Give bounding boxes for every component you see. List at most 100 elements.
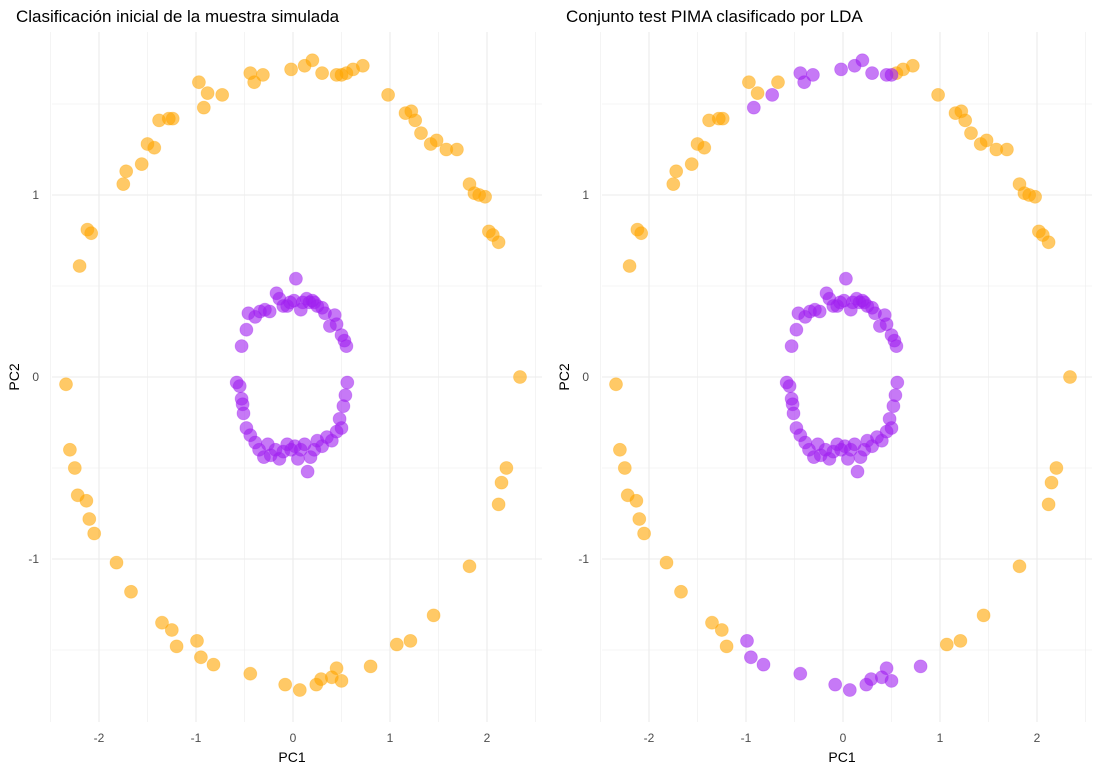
scatter-point (513, 370, 527, 384)
scatter-point (134, 157, 149, 172)
scatter-point (744, 650, 758, 665)
scatter-point (234, 339, 249, 354)
scatter-point (247, 75, 262, 90)
scatter-point (1041, 235, 1056, 250)
scatter-point (239, 322, 254, 337)
scatter-point (684, 157, 699, 172)
x-tick-label: 2 (1034, 731, 1041, 745)
scatter-point (697, 140, 712, 155)
scatter-point (1028, 189, 1042, 204)
y-tick-label: 1 (32, 188, 39, 202)
scatter-point (879, 661, 894, 676)
scatter-point (613, 442, 627, 457)
scatter-point (765, 88, 780, 102)
scatter-point (659, 555, 674, 570)
x-tick-label: 2 (484, 731, 491, 745)
scatter-point (622, 259, 637, 273)
scatter-point (634, 226, 649, 241)
scatter-point (339, 339, 354, 354)
scatter-point (124, 584, 138, 599)
scatter-point (155, 615, 169, 630)
scatter-point (119, 164, 134, 179)
scatter-point (193, 650, 208, 665)
scatter-point (797, 75, 812, 90)
ticks-right: -2 -1 0 1 2 -1 0 1 (578, 188, 1040, 745)
scatter-point (784, 339, 799, 354)
grid-left (50, 32, 542, 722)
scatter-point (890, 375, 905, 390)
scatter-point (789, 322, 804, 337)
scatter-point (67, 461, 82, 475)
scatter-point (617, 461, 632, 475)
y-tick-label: -1 (28, 552, 39, 566)
scatter-point (334, 674, 349, 688)
scatter-point (839, 271, 853, 286)
scatter-point (884, 421, 899, 435)
scatter-point (82, 512, 97, 526)
scatter-point (363, 659, 378, 674)
scatter-point (338, 388, 353, 403)
scatter-point (292, 683, 307, 697)
scatter-point (449, 142, 464, 157)
scatter-point (855, 53, 870, 68)
scatter-point (215, 88, 230, 102)
panel-left: Clasificación inicial de la muestra simu… (6, 7, 542, 765)
scatter-point (782, 379, 797, 394)
x-tick-label: -1 (741, 731, 752, 745)
scatter-point (429, 133, 444, 148)
scatter-point (714, 623, 729, 637)
scatter-point (715, 111, 730, 126)
scatter-point (116, 177, 131, 192)
x-axis-label-left: PC1 (278, 749, 305, 765)
scatter-point (629, 493, 644, 508)
scatter-point (632, 512, 647, 526)
scatter-point (1063, 370, 1077, 384)
y-axis-label-left: PC2 (6, 363, 22, 390)
scatter-point (719, 639, 734, 654)
scatter-point (931, 88, 945, 102)
scatter-point (243, 666, 258, 681)
scatter-point (740, 634, 754, 648)
scatter-point (426, 608, 441, 623)
scatter-point (288, 271, 303, 286)
scatter-point (414, 126, 428, 141)
scatter-point (771, 75, 785, 90)
scatter-point (865, 66, 879, 80)
scatter-point (1041, 497, 1056, 512)
scatter-point (300, 464, 315, 479)
scatter-point (1012, 559, 1027, 574)
scatter-point (284, 62, 299, 77)
y-tick-label: -1 (578, 552, 589, 566)
scatter-point (958, 113, 973, 128)
scatter-point (147, 140, 162, 155)
scatter-point (236, 406, 251, 421)
scatter-point (746, 100, 761, 115)
scatter-point (793, 666, 808, 681)
points-left (59, 53, 527, 697)
scatter-point (1000, 142, 1014, 157)
y-tick-label: 0 (582, 370, 589, 384)
scatter-point (79, 493, 94, 508)
scatter-point (305, 53, 320, 68)
scatter-point (756, 657, 771, 672)
scatter-point (609, 377, 623, 392)
scatter-point (190, 634, 204, 648)
scatter-point (666, 177, 681, 192)
x-tick-label: -1 (191, 731, 202, 745)
chart-title-left: Clasificación inicial de la muestra simu… (16, 7, 340, 26)
scatter-point (905, 58, 920, 73)
scatter-point (669, 164, 684, 179)
points-right (609, 53, 1077, 697)
x-tick-label: 0 (290, 731, 297, 745)
scatter-point (232, 379, 247, 394)
scatter-point (491, 497, 506, 512)
scatter-point (705, 615, 719, 630)
scatter-point (462, 559, 477, 574)
y-axis-label-right: PC2 (556, 363, 572, 390)
scatter-point (340, 375, 355, 390)
scatter-point (196, 100, 211, 115)
scatter-point (979, 133, 994, 148)
x-tick-label: 0 (840, 731, 847, 745)
